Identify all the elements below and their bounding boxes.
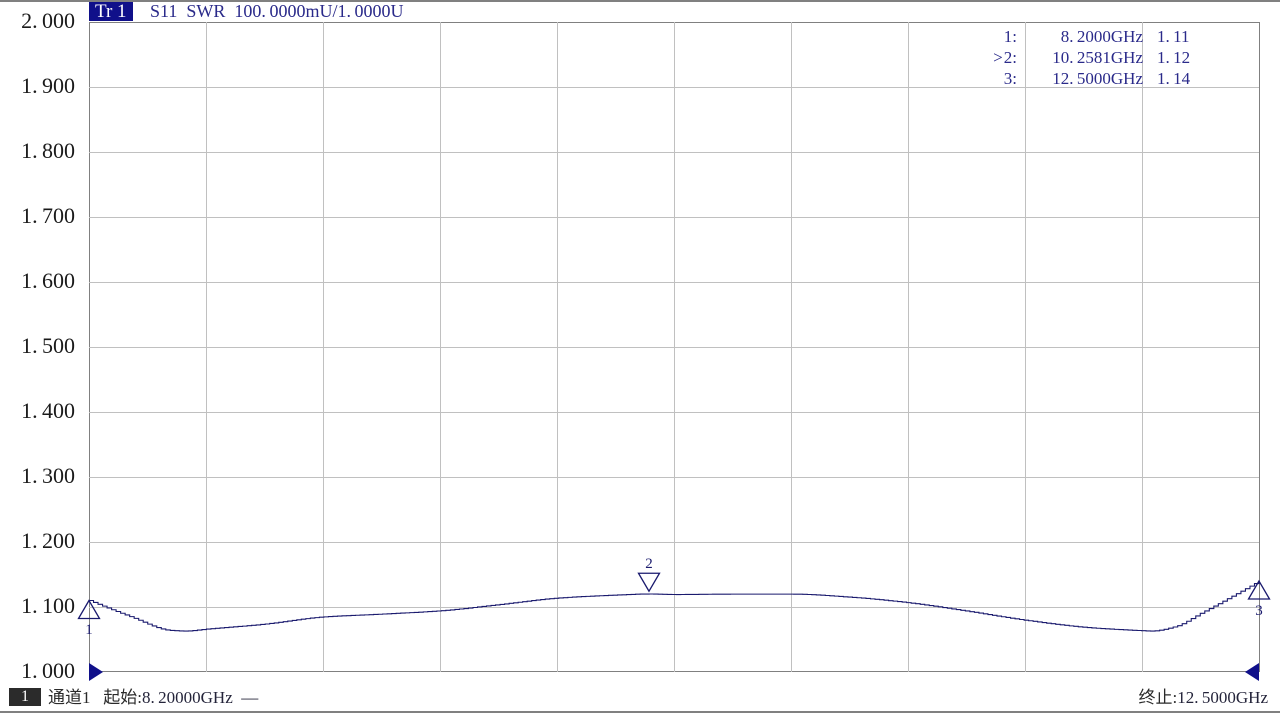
svg-text:2: 2 — [645, 556, 653, 572]
svg-text:3: 3 — [1255, 603, 1263, 619]
svg-text:1: 1 — [85, 622, 93, 638]
